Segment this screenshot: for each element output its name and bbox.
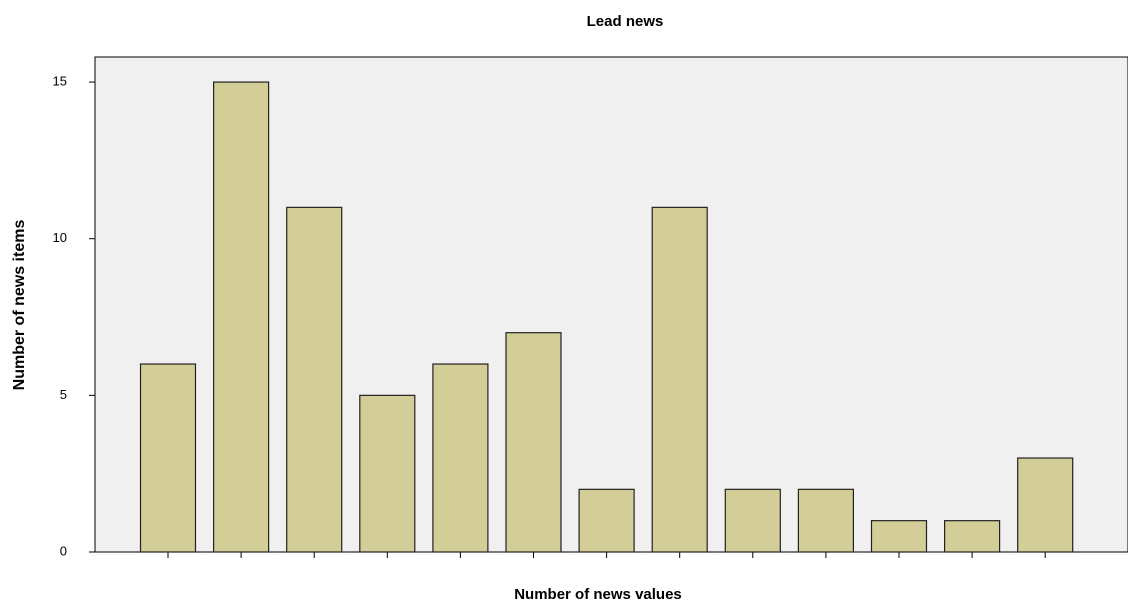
bar <box>139 363 197 553</box>
y-tick-label: 15 <box>53 74 67 89</box>
bar <box>870 520 928 553</box>
bar <box>724 488 781 553</box>
y-tick-label: 0 <box>60 543 67 558</box>
x-axis-title: Number of news values <box>514 586 682 603</box>
bar <box>286 206 343 553</box>
y-axis-title: Number of news items <box>11 220 28 391</box>
bar <box>651 206 708 553</box>
bar <box>1017 457 1074 553</box>
bar <box>359 394 416 553</box>
y-tick-label: 10 <box>53 230 67 245</box>
chart-title: Lead news <box>587 13 664 30</box>
bar <box>213 81 270 553</box>
bar <box>797 488 855 553</box>
y-tick-label: 5 <box>60 387 67 402</box>
bar <box>943 520 1001 553</box>
bar <box>505 332 562 553</box>
bar <box>432 363 489 553</box>
bar <box>578 488 635 553</box>
